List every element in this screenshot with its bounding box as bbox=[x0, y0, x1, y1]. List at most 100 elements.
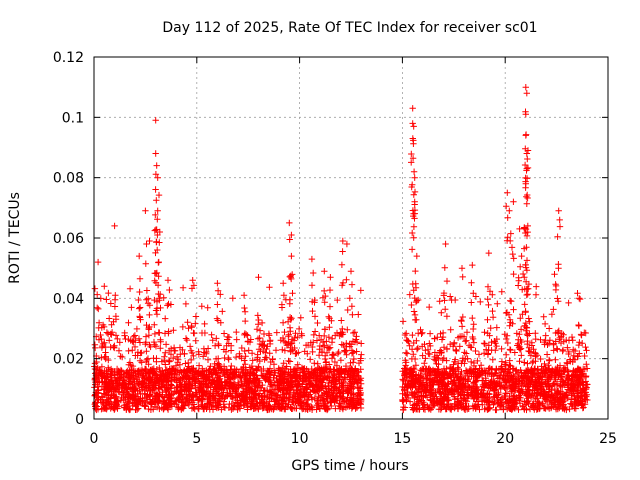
data-point bbox=[347, 396, 354, 403]
data-point bbox=[575, 384, 582, 391]
data-point bbox=[101, 374, 109, 381]
data-point bbox=[198, 384, 205, 392]
data-point bbox=[572, 402, 579, 409]
data-point bbox=[241, 304, 248, 312]
data-point bbox=[524, 332, 531, 339]
data-point bbox=[528, 403, 535, 410]
data-point bbox=[285, 331, 292, 338]
data-point bbox=[105, 364, 112, 371]
data-point bbox=[352, 367, 359, 374]
data-point bbox=[256, 399, 263, 406]
data-point bbox=[243, 372, 250, 379]
data-point bbox=[349, 395, 357, 402]
data-point bbox=[150, 365, 157, 372]
data-point bbox=[142, 207, 149, 214]
data-point bbox=[459, 313, 466, 321]
data-point bbox=[280, 370, 287, 377]
data-point bbox=[126, 359, 134, 366]
data-point bbox=[229, 393, 236, 400]
data-point bbox=[522, 174, 529, 182]
data-point bbox=[162, 349, 169, 356]
data-point bbox=[149, 383, 157, 390]
data-point bbox=[344, 306, 351, 314]
data-point bbox=[282, 365, 290, 372]
data-point bbox=[136, 288, 143, 296]
data-point bbox=[136, 275, 144, 282]
data-point bbox=[440, 354, 447, 362]
data-point bbox=[402, 349, 410, 356]
data-point bbox=[188, 356, 195, 364]
data-point bbox=[314, 319, 321, 327]
data-point bbox=[150, 338, 158, 346]
data-point bbox=[509, 382, 516, 390]
data-point bbox=[103, 329, 111, 336]
data-point bbox=[475, 401, 482, 408]
data-point bbox=[515, 388, 522, 396]
data-point bbox=[308, 255, 316, 263]
data-point bbox=[315, 403, 322, 411]
data-point bbox=[523, 193, 530, 200]
data-point bbox=[437, 330, 444, 337]
data-point bbox=[321, 369, 328, 377]
x-axis-label: GPS time / hours bbox=[291, 458, 408, 474]
y-tick-label: 0 bbox=[75, 412, 84, 428]
data-point bbox=[540, 313, 547, 320]
data-point bbox=[543, 351, 551, 358]
data-point bbox=[330, 396, 338, 404]
data-point bbox=[503, 372, 511, 380]
data-point bbox=[501, 392, 508, 400]
data-point bbox=[263, 354, 270, 362]
data-point bbox=[545, 388, 553, 395]
data-point bbox=[259, 405, 266, 412]
data-point bbox=[153, 366, 161, 373]
data-point bbox=[401, 384, 408, 391]
data-point bbox=[275, 367, 282, 374]
data-point bbox=[298, 404, 306, 412]
data-point bbox=[142, 260, 149, 267]
data-point bbox=[249, 357, 256, 364]
data-point bbox=[338, 261, 346, 268]
data-point bbox=[346, 295, 353, 302]
data-point bbox=[472, 347, 479, 355]
data-point bbox=[146, 393, 153, 400]
data-point bbox=[178, 406, 185, 413]
data-point bbox=[436, 371, 444, 378]
data-point bbox=[336, 394, 344, 401]
data-point bbox=[531, 389, 538, 397]
data-point bbox=[276, 382, 283, 389]
data-point bbox=[216, 398, 223, 405]
data-point bbox=[408, 389, 415, 396]
data-point bbox=[321, 287, 328, 295]
data-point bbox=[325, 334, 333, 341]
data-point bbox=[450, 365, 457, 372]
data-point bbox=[306, 403, 313, 411]
data-point bbox=[441, 375, 448, 382]
data-point bbox=[150, 355, 157, 362]
data-point bbox=[135, 296, 142, 304]
data-point bbox=[264, 406, 272, 413]
data-point bbox=[523, 257, 531, 264]
data-point bbox=[408, 369, 416, 376]
data-point bbox=[134, 349, 142, 356]
data-point bbox=[351, 329, 358, 336]
chart-title: Day 112 of 2025, Rate Of TEC Index for r… bbox=[162, 20, 537, 36]
y-tick-label: 0.04 bbox=[53, 291, 84, 307]
data-point bbox=[143, 240, 150, 248]
data-point bbox=[101, 283, 108, 290]
data-point bbox=[489, 314, 497, 321]
data-point bbox=[443, 313, 451, 320]
data-point bbox=[314, 360, 321, 367]
data-point bbox=[508, 244, 516, 251]
x-tick-labels: 0 5 10 15 20 25 bbox=[90, 431, 617, 447]
data-point bbox=[493, 324, 500, 331]
data-point bbox=[410, 308, 418, 315]
data-point bbox=[308, 380, 315, 387]
data-point bbox=[225, 354, 232, 362]
data-point bbox=[308, 394, 315, 401]
data-point bbox=[553, 378, 561, 385]
data-point bbox=[527, 352, 535, 359]
data-point bbox=[355, 359, 363, 367]
data-point bbox=[450, 340, 458, 348]
data-point bbox=[427, 342, 434, 350]
data-point bbox=[255, 392, 262, 399]
